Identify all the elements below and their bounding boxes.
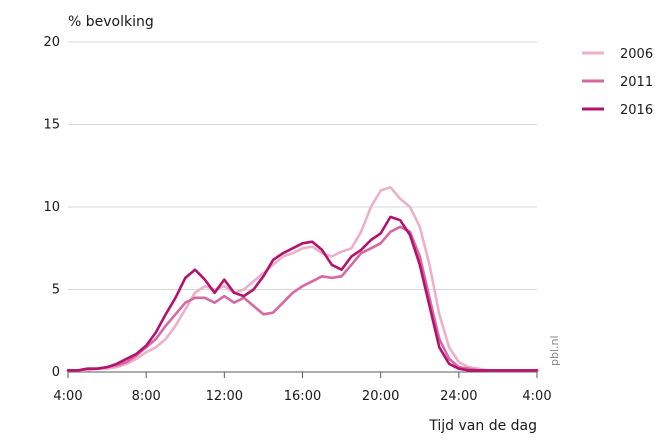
x-axis-title: Tijd van de dag (428, 418, 537, 434)
legend: 2006 2011 2016 (582, 47, 653, 118)
source-label: pbl.nl (548, 335, 561, 366)
y-tick-label: 10 (43, 200, 60, 215)
x-tick-label: 24:00 (440, 389, 477, 404)
legend-label: 2006 (620, 47, 653, 62)
x-tick-label: 4:00 (522, 389, 551, 404)
series-line-2006 (66, 185, 539, 372)
legend-label: 2016 (620, 103, 653, 118)
x-tick-label: 16:00 (284, 389, 321, 404)
x-axis: 4:00 8:00 12:00 16:00 20:00 24:00 4:00 (53, 371, 552, 404)
y-tick-label: 20 (43, 35, 60, 50)
y-tick-label: 15 (43, 118, 60, 133)
y-tick-label: 0 (52, 365, 60, 380)
x-tick-label: 12:00 (206, 389, 243, 404)
x-tick-label: 4:00 (53, 389, 82, 404)
series-lines (66, 185, 539, 372)
x-tick-label: 8:00 (132, 389, 161, 404)
x-tick-label: 20:00 (362, 389, 399, 404)
gridlines (68, 41, 537, 290)
y-tick-label: 5 (52, 283, 60, 298)
y-axis-title: % bevolking (68, 14, 154, 30)
y-axis-ticks: 0 5 10 15 20 (43, 35, 60, 380)
legend-label: 2011 (620, 75, 653, 90)
series-line-2016 (66, 215, 539, 372)
